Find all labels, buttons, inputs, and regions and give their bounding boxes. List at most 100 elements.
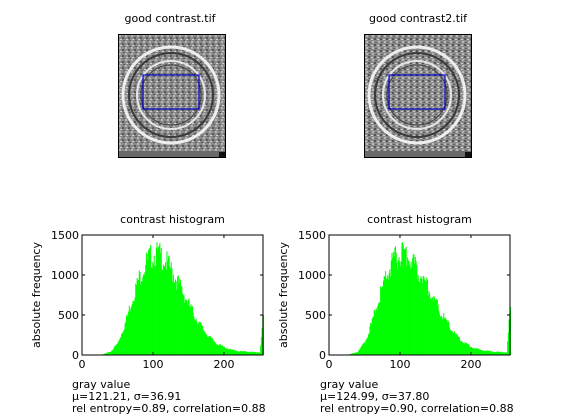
histogram-bar bbox=[468, 344, 470, 355]
histogram-bar bbox=[148, 250, 150, 355]
histogram-bar bbox=[364, 343, 366, 355]
histogram-bar bbox=[228, 349, 230, 355]
histogram-bar bbox=[155, 247, 157, 355]
histogram-bar bbox=[112, 349, 114, 355]
histogram-bar bbox=[253, 351, 255, 355]
histogram-bar bbox=[499, 351, 501, 355]
roi-rectangle-2[interactable] bbox=[388, 74, 446, 110]
histogram-bar bbox=[507, 332, 509, 355]
histogram-bar bbox=[474, 348, 476, 355]
histogram-bar bbox=[201, 325, 203, 355]
histogram-bar bbox=[502, 352, 504, 355]
histogram-bar bbox=[121, 333, 123, 355]
histogram-bar bbox=[108, 352, 110, 355]
histogram-bar bbox=[402, 245, 404, 355]
histogram-bar bbox=[492, 351, 494, 355]
histogram-bar bbox=[143, 274, 145, 355]
histogram-bar bbox=[121, 333, 123, 355]
histogram-bar bbox=[171, 268, 173, 355]
histogram-bar bbox=[363, 342, 365, 355]
histogram-bar bbox=[431, 299, 433, 355]
histogram-bar bbox=[194, 319, 196, 355]
histogram-bar bbox=[358, 349, 360, 355]
histogram-bar bbox=[107, 352, 109, 355]
histogram-bar bbox=[209, 335, 211, 355]
histogram-bar bbox=[453, 331, 455, 355]
histogram-bar bbox=[157, 247, 159, 355]
histogram-bar bbox=[239, 351, 241, 355]
histogram-bar bbox=[470, 347, 472, 355]
histogram-bar bbox=[167, 256, 169, 355]
histogram-bar bbox=[432, 301, 434, 355]
image-title-1: good contrast.tif bbox=[124, 12, 216, 25]
histogram-bar bbox=[377, 305, 379, 355]
histogram-bar bbox=[180, 286, 182, 355]
histogram-bar bbox=[424, 279, 426, 355]
histogram-bar bbox=[179, 278, 181, 355]
histogram-bar bbox=[118, 339, 120, 355]
histogram-bar bbox=[482, 350, 484, 355]
histogram-bar bbox=[480, 350, 482, 355]
histogram-bar bbox=[240, 350, 242, 355]
histogram-bar bbox=[437, 304, 439, 355]
histogram-bar bbox=[426, 277, 428, 355]
histogram-bar bbox=[389, 269, 391, 355]
histogram-bar bbox=[228, 349, 230, 355]
histogram-bar bbox=[229, 348, 231, 355]
histogram-bar bbox=[159, 243, 161, 355]
histogram-bar bbox=[236, 351, 238, 355]
histogram-bar bbox=[383, 276, 385, 355]
histogram-bar bbox=[245, 351, 247, 355]
histogram-bar bbox=[470, 346, 472, 355]
histogram-bar bbox=[495, 351, 497, 355]
histogram-bar bbox=[497, 351, 499, 355]
histogram-bar bbox=[425, 280, 427, 355]
histogram-bar bbox=[462, 342, 464, 355]
histogram-bar bbox=[255, 352, 257, 355]
histogram-bar bbox=[162, 264, 164, 355]
histogram-bar bbox=[204, 331, 206, 355]
histogram-bar bbox=[140, 284, 142, 355]
histogram-bar bbox=[435, 299, 437, 355]
histogram-bar bbox=[258, 352, 260, 355]
histogram-bar bbox=[138, 270, 140, 355]
histogram-bar bbox=[405, 246, 407, 355]
histogram-bar bbox=[487, 350, 489, 355]
histogram-bar bbox=[217, 345, 219, 355]
histogram-bar bbox=[113, 348, 115, 355]
histogram-bar bbox=[504, 352, 506, 355]
image-view-1[interactable] bbox=[118, 34, 226, 158]
sem-image-1 bbox=[119, 35, 225, 157]
histogram-bar bbox=[168, 255, 170, 355]
histogram-bar bbox=[148, 248, 150, 355]
image-view-2[interactable] bbox=[364, 34, 472, 158]
histogram-bar bbox=[396, 262, 398, 355]
histogram-bar bbox=[125, 321, 127, 355]
histogram-bar bbox=[178, 283, 180, 355]
histogram-bar bbox=[381, 286, 383, 355]
histogram-bar bbox=[231, 349, 233, 355]
histogram-bar bbox=[227, 348, 229, 355]
histogram-bar bbox=[134, 297, 136, 355]
histogram-bar bbox=[151, 268, 153, 355]
y-tick-label: 1000 bbox=[298, 269, 326, 282]
histogram-bar bbox=[129, 311, 131, 355]
roi-rectangle-1[interactable] bbox=[142, 74, 200, 110]
stats-entropy-2: rel entropy=0.90, correlation=0.88 bbox=[320, 402, 514, 415]
histogram-bar bbox=[473, 348, 475, 355]
histogram-bar bbox=[355, 352, 357, 355]
histogram-bar bbox=[232, 349, 234, 355]
histogram-bar bbox=[441, 319, 443, 355]
histogram-bar bbox=[461, 341, 463, 355]
histogram-bar bbox=[359, 348, 361, 355]
histogram-bar bbox=[118, 340, 120, 355]
histogram-bar bbox=[374, 309, 376, 355]
histogram-bar bbox=[385, 270, 387, 355]
histogram-bar bbox=[441, 315, 443, 355]
histogram-bar bbox=[387, 275, 389, 355]
histogram-bar bbox=[137, 280, 139, 355]
histogram-bar bbox=[188, 298, 190, 355]
histogram-bar bbox=[375, 313, 377, 355]
histogram-bar bbox=[140, 281, 142, 355]
